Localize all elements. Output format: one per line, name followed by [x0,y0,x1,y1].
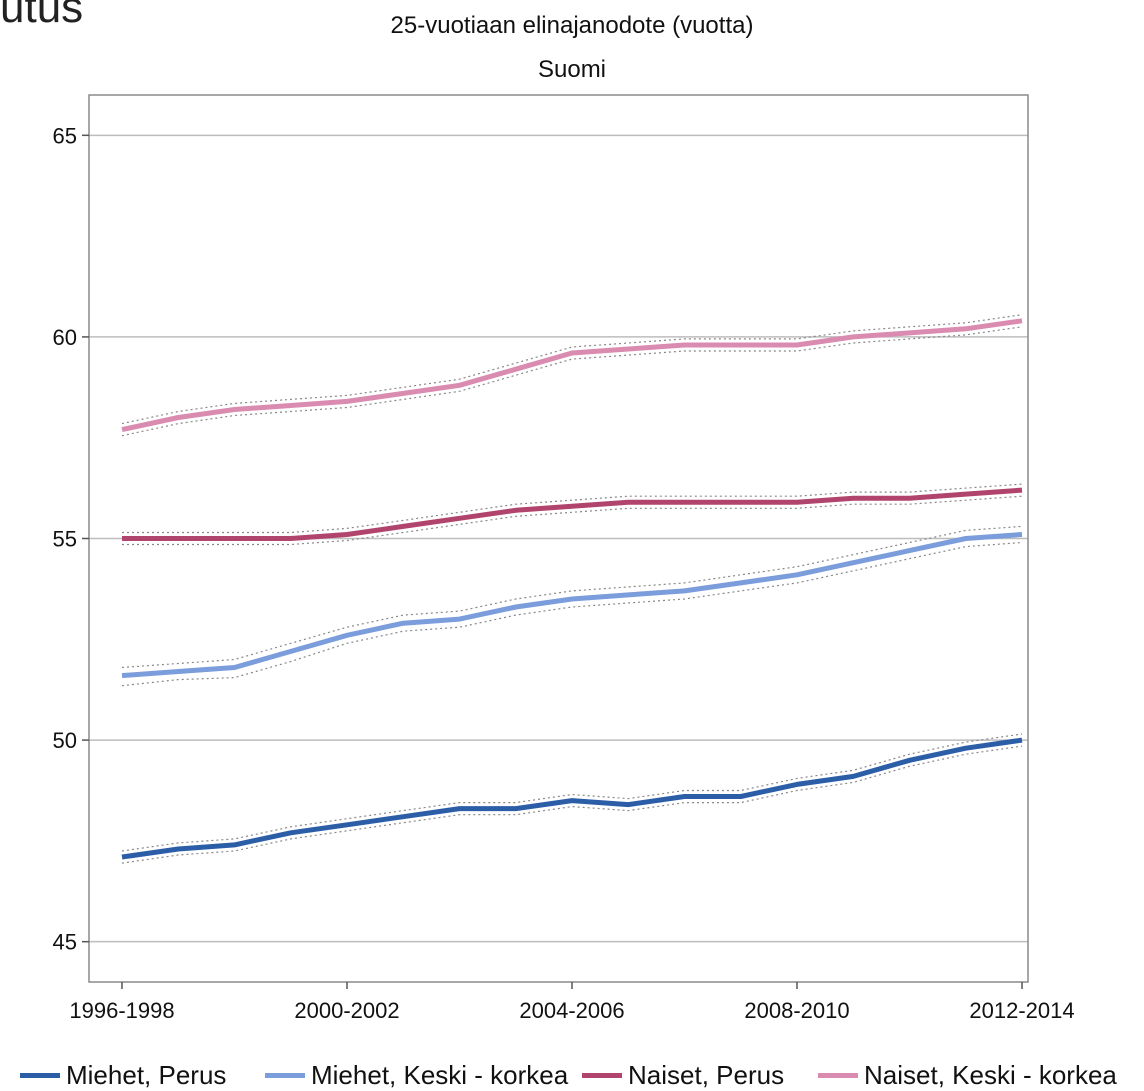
legend-label: Naiset, Keski - korkea [864,1059,1117,1090]
ci-upper-naiset-keski-korkea [121,314,1023,425]
legend-item-miehet-perus: Miehet, Perus [20,1060,226,1090]
ci-lower-miehet-keski-korkea [121,541,1023,687]
line-chart: 45 50 55 60 65 1996-1998 2000-2002 2004-2006 200… [53,94,1075,1023]
series-line-miehet-keski-korkea [121,532,1023,679]
ci-upper-miehet-keski-korkea [121,525,1023,669]
legend-label: Miehet, Keski - korkea [311,1059,569,1090]
y-tick-label: 45 [53,930,77,955]
ci-upper-naiset-perus [122,483,1023,534]
ci-lower-naiset-keski-korkea [121,326,1023,437]
legend-item-naiset-keski-korkea: Naiset, Keski - korkea [818,1060,1117,1090]
chart-title: 25-vuotiaan elinajanodote (vuotta) [390,12,754,39]
ci-lower-miehet-perus [121,745,1023,864]
legend-swatch [582,1072,622,1078]
ci-upper-miehet-perus [121,733,1023,852]
series-line-naiset-perus [122,487,1023,541]
y-tick-label: 65 [53,123,77,148]
legend-item-naiset-perus: Naiset, Perus [582,1060,784,1090]
chart-legend: Miehet, Perus Miehet, Keski - korkea Naise… [0,1060,1144,1090]
ci-lower-naiset-perus [122,495,1023,546]
cropped-header-text: utus [0,0,84,32]
series-line-naiset-keski-korkea [121,318,1023,433]
legend-swatch [20,1072,60,1078]
legend-swatch [818,1072,858,1078]
legend-swatch [265,1072,305,1078]
legend-label: Miehet, Perus [66,1059,227,1090]
chart-subtitle: Suomi [537,56,607,83]
x-tick-label: 2012-2014 [969,998,1074,1023]
x-tick-label: 2000-2002 [294,998,399,1023]
x-tick-label: 1996-1998 [69,998,174,1023]
legend-item-miehet-keski-korkea: Miehet, Keski - korkea [265,1060,568,1090]
y-tick-label: 60 [53,325,77,350]
y-tick-label: 55 [53,527,77,552]
legend-label: Naiset, Perus [628,1059,785,1090]
series-line-miehet-perus [121,737,1023,860]
y-tick-label: 50 [53,728,77,753]
x-tick-label: 2004-2006 [519,998,624,1023]
x-tick-label: 2008-2010 [744,998,849,1023]
